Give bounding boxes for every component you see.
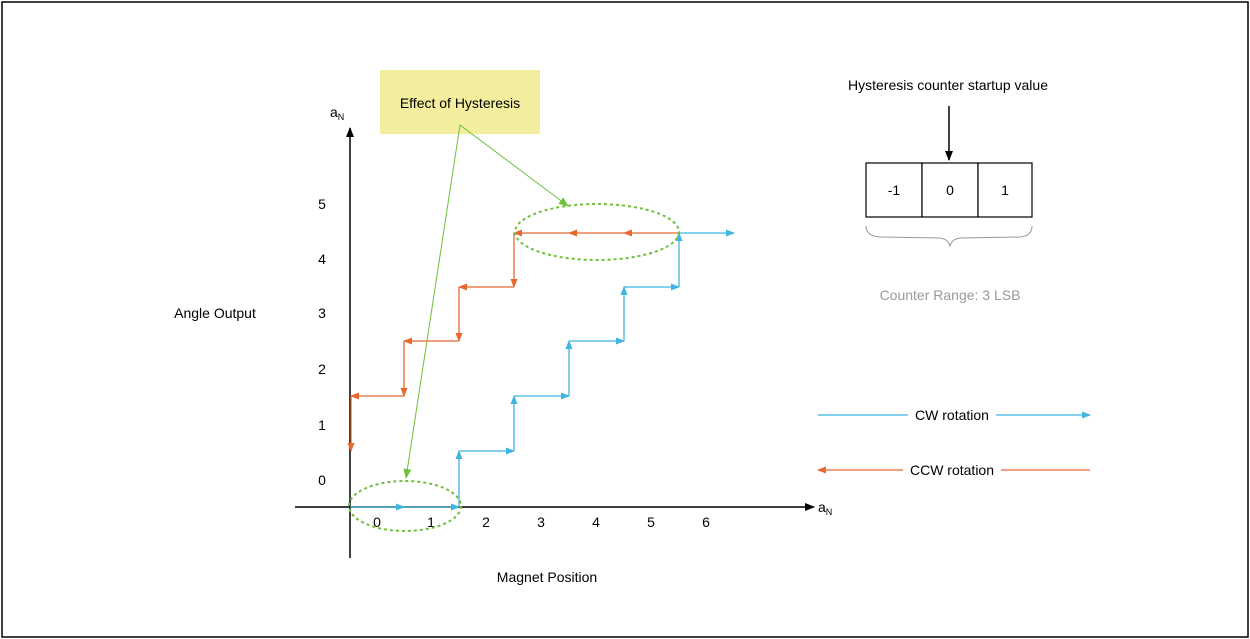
counter-cell-value: 0	[946, 182, 954, 198]
callout-label: Effect of Hysteresis	[400, 95, 520, 111]
x-tick-2: 2	[482, 514, 490, 530]
y-axis-variable: aN	[330, 104, 344, 122]
legend: CW rotation CCW rotation	[817, 405, 1091, 480]
legend-ccw-label: CCW rotation	[910, 462, 994, 478]
x-tick-4: 4	[592, 514, 600, 530]
callout-arrow-high	[459, 124, 569, 207]
hysteresis-highlight-low	[348, 480, 462, 532]
y-tick-2: 2	[318, 361, 326, 377]
legend-ccw-label-bg	[903, 460, 1001, 480]
y-axis-title: Angle Output	[174, 305, 256, 321]
y-tick-0: 0	[318, 472, 326, 488]
hysteresis-callout: Effect of Hysteresis	[380, 70, 540, 134]
counter-cell-value: 1	[1001, 182, 1009, 198]
y-tick-3: 3	[318, 305, 326, 321]
counter-cell-value: -1	[888, 182, 901, 198]
callout-arrow-low	[403, 124, 461, 479]
x-tick-5: 5	[647, 514, 655, 530]
callout-box	[380, 70, 540, 134]
hysteresis-counter: Hysteresis counter startup value -1 0 1 …	[848, 77, 1048, 303]
counter-cell	[977, 162, 1033, 218]
counter-heading: Hysteresis counter startup value	[848, 77, 1048, 93]
y-tick-5: 5	[318, 196, 326, 212]
x-axis-title: Magnet Position	[497, 569, 597, 585]
legend-cw-label-bg	[908, 405, 996, 425]
counter-range-label: Counter Range: 3 LSB	[880, 287, 1021, 303]
hysteresis-highlight-high	[514, 203, 680, 261]
x-tick-3: 3	[537, 514, 545, 530]
counter-range-brace	[865, 225, 1033, 248]
y-tick-1: 1	[318, 417, 326, 433]
legend-cw-label: CW rotation	[915, 407, 989, 423]
x-tick-0: 0	[373, 514, 381, 530]
ccw-staircase	[347, 229, 679, 452]
x-axis-variable: aN	[818, 499, 832, 517]
x-tick-6: 6	[702, 514, 710, 530]
x-tick-1: 1	[427, 514, 435, 530]
cw-staircase	[350, 229, 735, 511]
y-tick-4: 4	[318, 251, 326, 267]
